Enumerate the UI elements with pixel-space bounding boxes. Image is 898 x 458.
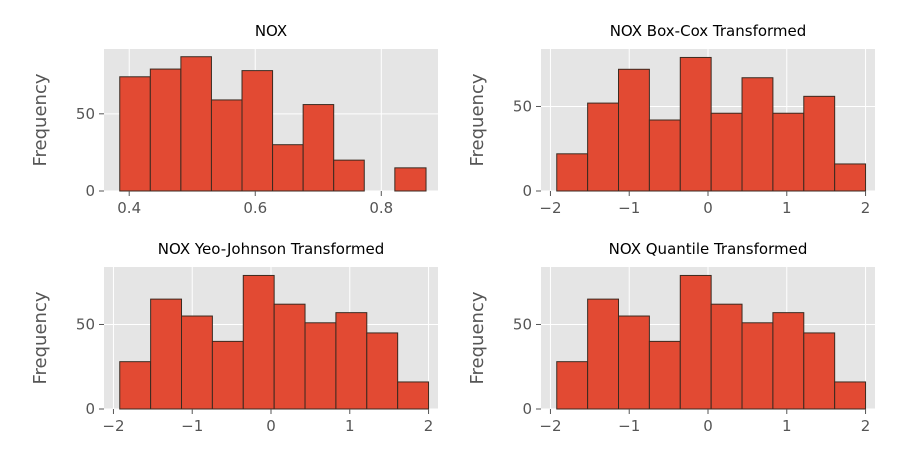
y-tick-label: 0 [85,400,95,418]
chart-title: NOX Box-Cox Transformed [610,22,807,40]
histogram-bar [180,56,212,192]
histogram-bar [587,298,620,410]
y-tick-label: 50 [76,105,95,123]
x-tick-label: −2 [539,417,561,435]
histogram-bar [679,274,712,410]
chart-title: NOX [255,22,287,40]
histogram-bar [181,315,213,410]
chart-panel-1: 0.4 0.6 0.8 0 50 NOX Frequency [30,22,438,217]
histogram-bar [333,159,365,192]
chart-panel-3: −2 −1 0 1 2 0 50 NOX Yeo-Johnson Transformed Fre… [30,240,438,435]
y-axis-label: Frequency [30,73,51,166]
histogram-bar [834,381,867,410]
y-axis-label: Frequency [467,73,488,166]
histogram-bar [397,381,430,410]
histogram-bar [772,112,805,192]
histogram-bar [556,361,589,410]
x-tick-label: 2 [861,199,871,217]
y-tick-label: 50 [513,97,532,115]
x-tick-label: 0 [266,417,276,435]
x-tick-label: 1 [782,199,792,217]
histogram-bar [772,312,805,410]
histogram-bar [648,340,681,410]
y-tick-label: 50 [76,315,95,333]
y-tick-label: 0 [85,182,95,200]
histogram-bar [618,68,650,192]
x-tick-label: −1 [618,417,640,435]
x-tick-label: 0.4 [117,199,141,217]
y-axis-label: Frequency [467,291,488,384]
histogram-bar [834,163,867,192]
histogram-bar [710,112,743,192]
chart-panel-2: −2 −1 0 1 2 0 50 NOX Box-Cox Transformed Frequen… [467,22,875,217]
histogram-bar [273,303,306,410]
x-tick-label: −2 [102,417,124,435]
x-tick-label: 0.8 [369,199,393,217]
histogram-bar [648,119,681,192]
histogram-bar [272,144,304,192]
histogram-bar [304,322,337,410]
histogram-bar [556,153,589,192]
histogram-bar [119,76,151,192]
y-tick-label: 0 [522,182,532,200]
x-tick-label: 1 [345,417,355,435]
x-tick-label: 0.6 [243,199,267,217]
x-tick-label: 1 [782,417,792,435]
y-tick-label: 0 [522,400,532,418]
histogram-bar [618,315,650,410]
x-tick-label: −2 [539,199,561,217]
chart-title: NOX Yeo-Johnson Transformed [158,240,384,258]
histogram-bar [741,77,774,192]
histogram-bar [119,361,152,410]
histogram-bar [149,68,182,192]
histogram-bar [394,167,427,192]
x-tick-label: 0 [703,199,713,217]
histogram-bar [302,104,335,192]
histogram-bar [150,298,183,410]
histogram-bar [211,340,244,410]
x-tick-label: 2 [424,417,434,435]
histogram-bar [587,102,620,192]
histogram-bar [335,312,368,410]
histogram-bar [366,332,399,410]
y-axis-label: Frequency [30,291,51,384]
x-tick-label: −1 [181,417,203,435]
x-tick-label: 0 [703,417,713,435]
histogram-bar [741,322,774,410]
histogram-bar [710,303,743,410]
chart-title: NOX Quantile Transformed [609,240,808,258]
histogram-bar [241,70,274,192]
histogram-bar [242,274,275,410]
x-tick-label: −1 [618,199,640,217]
histogram-bar [679,56,712,192]
histogram-bar [210,99,243,192]
chart-panel-4: −2 −1 0 1 2 0 50 NOX Quantile Transformed Freque… [467,240,875,435]
histogram-bar [803,332,836,410]
histogram-bar [803,95,836,192]
y-tick-label: 50 [513,315,532,333]
x-tick-label: 2 [861,417,871,435]
